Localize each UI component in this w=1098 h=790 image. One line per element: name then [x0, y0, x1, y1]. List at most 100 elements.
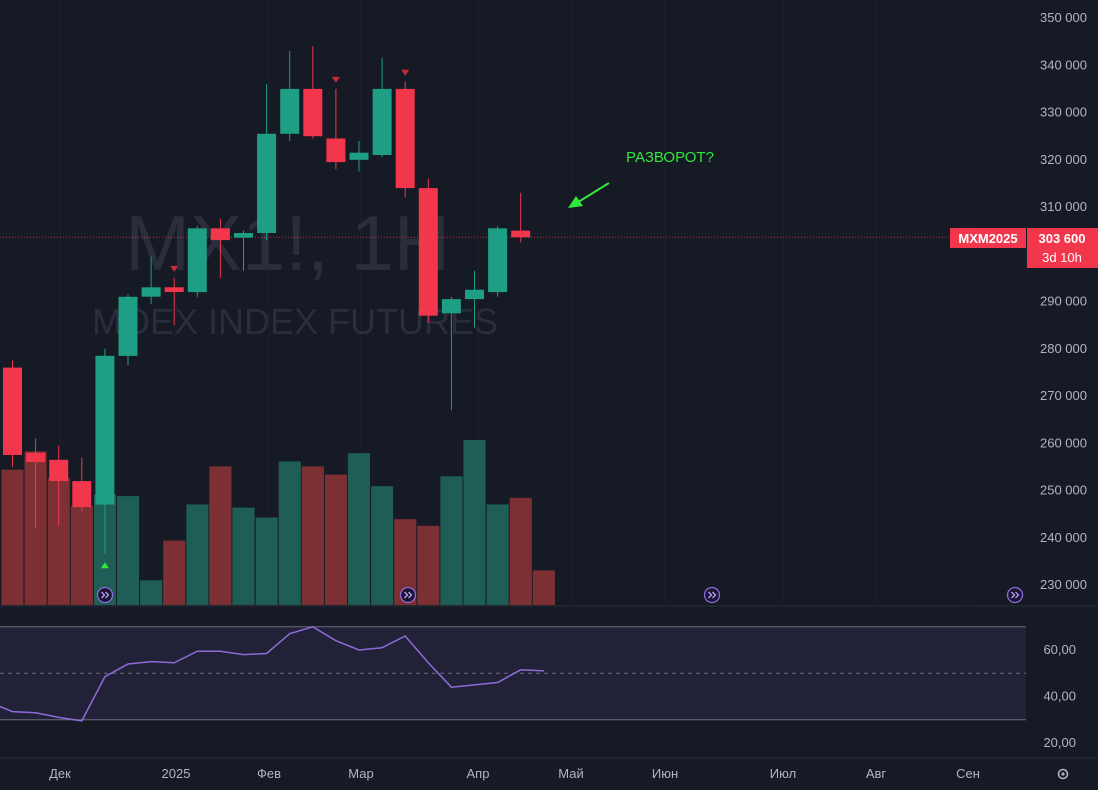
rsi-tick-label: 20,00: [1043, 735, 1076, 750]
price-tick-label: 290 000: [1040, 294, 1087, 309]
candle[interactable]: [141, 256, 161, 304]
price-tick-label: 230 000: [1040, 577, 1087, 592]
price-tick-label: 280 000: [1040, 341, 1087, 356]
volume-bar: [463, 440, 486, 605]
volume-bar: [186, 504, 209, 605]
price-badge[interactable]: MXM2025 303 600 3d 10h: [950, 228, 1098, 268]
candle-body: [187, 228, 207, 293]
candle[interactable]: [72, 457, 92, 512]
volume-bar: [532, 570, 555, 605]
price-tick-label: 270 000: [1040, 388, 1087, 403]
buy-signal-marker: [100, 562, 109, 569]
badge-price: 303 600: [1039, 231, 1086, 246]
event-markers[interactable]: [96, 586, 1024, 604]
watermark-symbol: MX1!, 1H: [125, 199, 450, 287]
candle[interactable]: [49, 445, 69, 526]
candle-body: [441, 299, 461, 314]
price-tick-label: 330 000: [1040, 105, 1087, 120]
signal-markers: [100, 69, 410, 569]
badge-countdown: 3d 10h: [1042, 250, 1082, 265]
time-tick-label: Апр: [467, 766, 490, 781]
badge-symbol: MXM2025: [958, 231, 1017, 246]
candle-body: [141, 287, 161, 297]
price-tick-label: 310 000: [1040, 199, 1087, 214]
badge-symbol-bg: [950, 228, 1026, 248]
volume-bar: [209, 466, 232, 605]
candle-body: [234, 233, 253, 238]
candle-body: [72, 481, 92, 508]
volume-bar: [509, 497, 532, 606]
candle[interactable]: [118, 294, 138, 366]
price-tick-label: 240 000: [1040, 530, 1087, 545]
event-marker[interactable]: [399, 586, 417, 604]
candle[interactable]: [3, 360, 22, 467]
volume-bar: [347, 453, 370, 605]
candle[interactable]: [349, 140, 369, 172]
candle-body: [395, 88, 415, 189]
candle[interactable]: [26, 438, 46, 529]
candle[interactable]: [488, 225, 508, 297]
candle-body: [164, 287, 184, 292]
rsi-line[interactable]: [0, 625, 544, 722]
candle[interactable]: [465, 270, 484, 328]
time-tick-label: Сен: [956, 766, 980, 781]
time-tick-label: Май: [558, 766, 583, 781]
candle[interactable]: [418, 178, 438, 323]
badge-price-bg: [1027, 228, 1098, 268]
annotation-text[interactable]: РАЗВОРОТ?: [626, 149, 714, 166]
rsi-pane[interactable]: [0, 625, 1026, 722]
event-marker-glyph: [101, 591, 110, 599]
volume-bar: [324, 474, 347, 605]
volume-bar: [255, 517, 278, 605]
candle[interactable]: [326, 88, 346, 170]
price-tick-label: 350 000: [1040, 10, 1087, 25]
event-marker[interactable]: [703, 586, 721, 604]
annotation[interactable]: РАЗВОРОТ?: [568, 149, 714, 208]
time-tick-label: Фев: [257, 766, 281, 781]
candle[interactable]: [395, 81, 415, 198]
time-axis[interactable]: Дек 2025 Фев Мар Апр Май Июн Июл Авг Сен: [49, 766, 980, 781]
candle-body: [418, 188, 438, 316]
candle[interactable]: [187, 225, 207, 297]
rsi-tick-label: 40,00: [1043, 689, 1076, 704]
gear-icon[interactable]: [1057, 768, 1069, 780]
event-marker[interactable]: [1006, 586, 1024, 604]
volume-bar: [486, 504, 509, 605]
pane-separator[interactable]: [0, 605, 1098, 759]
candle[interactable]: [210, 218, 230, 278]
time-tick-label: Дек: [49, 766, 71, 781]
volume-bar: [47, 477, 70, 605]
candle[interactable]: [234, 230, 253, 271]
volume-bar: [163, 540, 186, 605]
candle[interactable]: [372, 58, 392, 158]
price-axis[interactable]: 230 000 240 000 250 000 260 000 270 000 280 0…: [1040, 10, 1087, 592]
annotation-arrow[interactable]: [568, 182, 610, 208]
candles[interactable]: [3, 46, 531, 555]
rsi-axis[interactable]: 20,00 40,00 60,00: [1043, 642, 1076, 750]
candle[interactable]: [511, 192, 531, 243]
volume-bar: [70, 506, 93, 605]
volume-bar: [278, 461, 301, 605]
candle[interactable]: [95, 348, 115, 555]
event-marker[interactable]: [96, 586, 114, 604]
price-tick-label: 320 000: [1040, 152, 1087, 167]
candle[interactable]: [164, 277, 184, 326]
candle[interactable]: [280, 51, 300, 141]
time-tick-label: Мар: [348, 766, 373, 781]
volume-bar: [417, 525, 440, 605]
candle-body: [511, 230, 531, 238]
event-marker-glyph: [1011, 591, 1020, 599]
candle-body: [95, 355, 115, 505]
volume-bar: [1, 469, 24, 605]
grid: [59, 0, 969, 605]
candle[interactable]: [441, 296, 461, 411]
candle[interactable]: [303, 46, 323, 139]
volume-bar: [140, 580, 163, 606]
price-tick-label: 260 000: [1040, 435, 1087, 450]
volume-bar: [371, 486, 394, 605]
sell-signal-marker: [331, 76, 340, 83]
candle[interactable]: [257, 84, 277, 241]
candle-body: [303, 88, 323, 137]
candle-body: [26, 452, 46, 463]
